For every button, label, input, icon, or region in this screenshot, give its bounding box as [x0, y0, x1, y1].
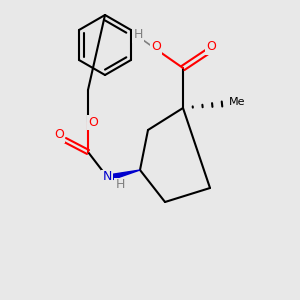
- Polygon shape: [107, 170, 140, 181]
- Text: N: N: [102, 170, 112, 184]
- Text: Me: Me: [229, 97, 245, 107]
- Text: H: H: [133, 28, 143, 41]
- Text: O: O: [206, 40, 216, 53]
- Text: O: O: [88, 116, 98, 128]
- Text: O: O: [54, 128, 64, 142]
- Text: O: O: [151, 40, 161, 53]
- Text: H: H: [115, 178, 125, 191]
